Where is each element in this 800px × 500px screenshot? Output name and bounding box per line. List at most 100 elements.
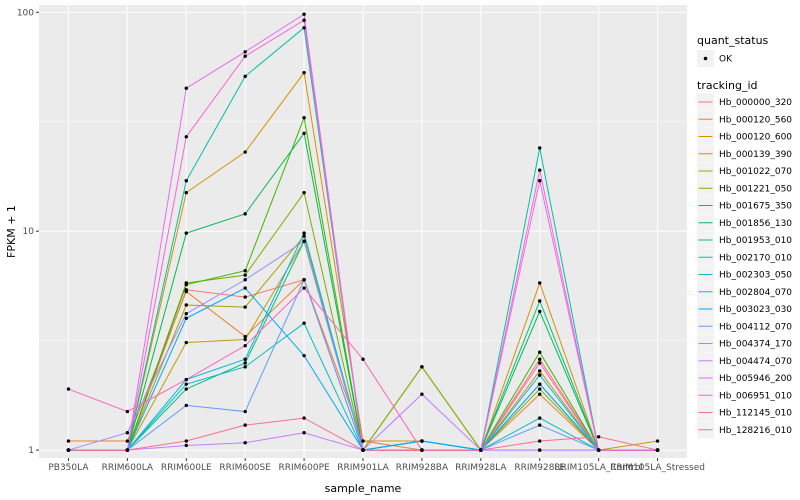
data-point <box>184 340 188 345</box>
data-point <box>302 353 306 358</box>
data-point <box>243 54 247 58</box>
data-point <box>243 50 247 54</box>
data-point <box>538 179 542 183</box>
data-point <box>184 443 188 448</box>
data-point <box>538 439 542 443</box>
legend-label: Hb_005946_200 <box>719 374 792 384</box>
data-point <box>538 281 542 285</box>
y-tick-label: 1 <box>28 446 34 456</box>
legend-point <box>703 56 708 61</box>
data-point <box>302 190 306 195</box>
legend-shape-label: OK <box>719 55 733 65</box>
data-point <box>184 86 188 90</box>
data-point <box>538 369 542 373</box>
data-point <box>538 392 542 396</box>
y-tick-label: 100 <box>17 8 34 18</box>
data-point <box>538 309 542 314</box>
legend-label: Hb_000139_390 <box>719 150 792 160</box>
data-point <box>66 387 71 391</box>
axes: 1 10 100 PB350LA RRIM600LA RRIM600LE RRIM600SE… <box>17 8 705 473</box>
data-point <box>184 231 188 235</box>
data-point <box>243 337 247 342</box>
legend-label: Hb_002804_070 <box>719 288 792 298</box>
data-point <box>538 382 542 386</box>
data-point <box>184 387 188 391</box>
data-point <box>66 439 71 443</box>
data-point <box>184 289 188 294</box>
x-tick-label: PB350LA <box>48 463 89 473</box>
data-point <box>243 423 247 427</box>
legend-color-title: tracking_id <box>697 79 758 92</box>
data-point <box>243 343 247 348</box>
legend-label: Hb_112145_010 <box>719 409 792 419</box>
legend-label: Hb_004474_070 <box>719 357 792 367</box>
data-point <box>538 416 542 420</box>
legend-label: Hb_000120_560 <box>719 115 792 125</box>
data-point <box>302 416 306 420</box>
data-point <box>184 190 188 195</box>
data-point <box>243 361 247 365</box>
data-point <box>184 439 188 443</box>
legend-label: Hb_004112_070 <box>719 322 792 332</box>
data-point <box>361 357 365 361</box>
data-point <box>184 179 188 183</box>
data-point <box>243 365 247 369</box>
data-point <box>361 439 365 443</box>
data-point <box>302 18 306 22</box>
data-point <box>243 305 247 309</box>
x-tick-label: RRIM600PE <box>278 463 330 473</box>
data-point <box>596 435 601 439</box>
legend-label: Hb_001856_130 <box>719 219 792 229</box>
legend-label: Hb_001022_070 <box>719 167 792 177</box>
data-point <box>243 441 247 445</box>
y-axis-title: FPKM + 1 <box>5 205 18 258</box>
data-point <box>361 448 365 452</box>
data-point <box>420 392 424 396</box>
data-point <box>420 365 424 369</box>
legend-label: Hb_000000_320 <box>719 98 792 108</box>
x-tick-label: RRIM105LA_Stressed <box>610 463 705 473</box>
data-point <box>538 299 542 303</box>
data-point <box>184 377 188 382</box>
data-point <box>538 146 542 150</box>
data-point <box>538 168 542 172</box>
data-point <box>302 278 306 282</box>
data-point <box>538 387 542 391</box>
data-point <box>243 286 247 290</box>
data-point <box>184 316 188 320</box>
legend-label: Hb_006951_010 <box>719 391 792 401</box>
legend-label: Hb_001675_350 <box>719 202 792 212</box>
data-point <box>420 439 424 443</box>
data-point <box>243 357 247 361</box>
x-tick-label: RRIM105LA_Control <box>554 463 643 473</box>
legend-label: Hb_003023_030 <box>719 305 792 315</box>
legend-label: Hb_002303_050 <box>719 271 792 281</box>
legend-label: Hb_000120_600 <box>719 133 792 143</box>
plot-area <box>39 5 687 458</box>
data-point <box>243 212 247 216</box>
data-point <box>243 334 247 339</box>
data-point <box>125 448 130 452</box>
data-point <box>243 74 247 79</box>
data-point <box>538 350 542 354</box>
legend-label: Hb_002170_010 <box>719 253 792 263</box>
data-point <box>184 382 188 386</box>
legend-shape-title: quant_status <box>697 34 769 47</box>
x-tick-label: RRIM600LE <box>161 463 212 473</box>
data-point <box>184 135 188 139</box>
data-point <box>302 239 306 243</box>
legend-label: Hb_001953_010 <box>719 236 792 246</box>
data-point <box>125 439 130 443</box>
y-tick-label: 10 <box>23 227 35 237</box>
legend-label: Hb_001221_050 <box>719 184 792 194</box>
data-point <box>538 361 542 365</box>
data-point <box>243 295 247 299</box>
x-tick-label: RRIM928BA <box>396 463 449 473</box>
data-point <box>538 423 542 427</box>
data-point <box>479 448 483 452</box>
data-point <box>420 448 424 452</box>
data-point <box>302 431 306 435</box>
data-point <box>184 303 188 307</box>
data-point <box>302 26 306 30</box>
